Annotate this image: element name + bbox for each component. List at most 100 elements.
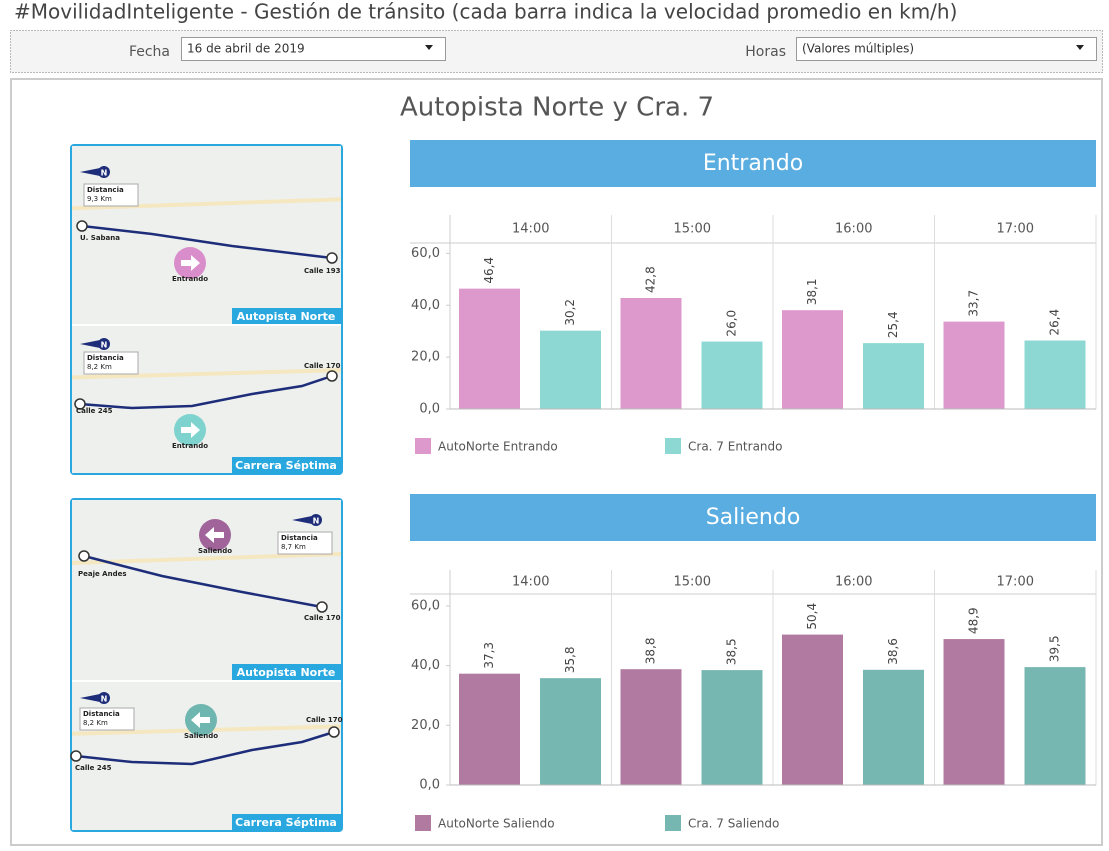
bar (459, 673, 520, 785)
value-label: 38,6 (886, 638, 900, 665)
y-tick-label: 40,0 (411, 658, 440, 673)
chart-title: Entrando (703, 151, 803, 176)
road-band (232, 457, 341, 473)
bar (863, 343, 924, 409)
value-label: 46,4 (482, 257, 496, 284)
legend-label: Cra. 7 Entrando (688, 440, 783, 454)
legend-swatch (415, 815, 431, 831)
legend-label: Cra. 7 Saliendo (688, 817, 779, 831)
route-end (76, 220, 88, 232)
distance: 8,2 Km (83, 719, 108, 727)
distance-label: Distancia (87, 354, 124, 362)
bar (782, 634, 843, 785)
filter-label: Fecha (129, 44, 170, 60)
direction-arrow (181, 422, 200, 438)
compass (310, 514, 322, 526)
value-label: 48,9 (967, 607, 981, 634)
start-label: Calle 245 (75, 764, 112, 772)
page-title: #MovilidadInteligente - Gestión de tráns… (14, 0, 957, 24)
date-dropdown[interactable] (181, 37, 446, 61)
x-category-label: 15:00 (674, 222, 711, 237)
start-label: Peaje Andes (78, 570, 127, 578)
x-category-label: 14:00 (512, 222, 549, 237)
road-band (232, 664, 341, 680)
value-label: 38,1 (805, 278, 819, 305)
map-card (70, 498, 343, 832)
road (71, 197, 342, 211)
distance: 8,2 Km (87, 363, 112, 371)
y-tick-label: 20,0 (411, 350, 440, 365)
value-label: 35,8 (563, 646, 577, 673)
bar (863, 669, 924, 785)
road-band (232, 814, 341, 830)
road-band (232, 308, 341, 324)
y-tick-label: 20,0 (411, 718, 440, 733)
x-category-label: 17:00 (997, 222, 1034, 237)
direction-arrow (181, 255, 200, 271)
value-label: 39,5 (1048, 635, 1062, 662)
road-label: Carrera Séptima (235, 459, 337, 472)
map (72, 682, 341, 830)
direction-label: Saliendo (198, 547, 232, 555)
map (72, 146, 341, 324)
bar (943, 639, 1005, 785)
compass (98, 692, 110, 704)
bar (701, 670, 763, 785)
x-category-label: 14:00 (512, 575, 549, 590)
legend-label: AutoNorte Saliendo (438, 817, 555, 831)
map-card (70, 144, 343, 475)
route-end (78, 550, 90, 562)
distance-box (79, 707, 135, 731)
x-category-label: 15:00 (674, 575, 711, 590)
hours-dropdown[interactable] (796, 37, 1097, 61)
route (81, 224, 333, 260)
distance: 9,3 Km (87, 195, 112, 203)
route-end (328, 726, 340, 738)
distance-box (277, 531, 333, 555)
compass-arrow (292, 516, 312, 524)
end-label: Calle 170 (304, 614, 341, 622)
legend-label: AutoNorte Entrando (438, 440, 558, 454)
dashboard-title: Autopista Norte y Cra. 7 (400, 93, 714, 123)
bar (620, 297, 682, 409)
route-end (74, 398, 86, 410)
compass-arrow (80, 694, 100, 702)
start-label: U. Sabana (80, 234, 120, 242)
end-label: Calle 170 (304, 362, 341, 370)
filter-label: Horas (745, 44, 786, 60)
distance-box (83, 351, 139, 375)
value-label: 37,3 (482, 642, 496, 669)
bar (782, 310, 843, 409)
compass-arrow (80, 340, 100, 348)
dropdown-arrow (1076, 45, 1084, 50)
compass (98, 338, 110, 350)
compass-label: N (101, 341, 108, 350)
value-label: 26,4 (1048, 309, 1062, 336)
y-tick-label: 0,0 (419, 402, 440, 417)
bar (620, 669, 682, 785)
y-tick-label: 40,0 (411, 298, 440, 313)
route (75, 730, 335, 766)
legend-swatch (665, 438, 681, 454)
distance: 8,7 Km (281, 543, 306, 551)
y-tick-label: 0,0 (419, 778, 440, 793)
distance-label: Distancia (87, 186, 124, 194)
value-label: 26,0 (725, 310, 739, 337)
map (72, 326, 341, 473)
compass (98, 166, 110, 178)
value-label: 30,2 (563, 299, 577, 326)
y-tick-label: 60,0 (411, 598, 440, 613)
route-end (326, 252, 338, 264)
chart-header (410, 140, 1096, 187)
direction-label: Entrando (172, 442, 208, 450)
route (79, 374, 333, 410)
dropdown-arrow (425, 45, 433, 50)
x-category-label: 17:00 (997, 575, 1034, 590)
end-label: Calle 170 (306, 716, 343, 724)
road-label: Carrera Séptima (235, 816, 337, 829)
direction-label: Saliendo (184, 732, 218, 740)
bar (540, 678, 601, 785)
dropdown-value: (Valores múltiples) (802, 42, 914, 56)
road-label: Autopista Norte (237, 666, 336, 679)
